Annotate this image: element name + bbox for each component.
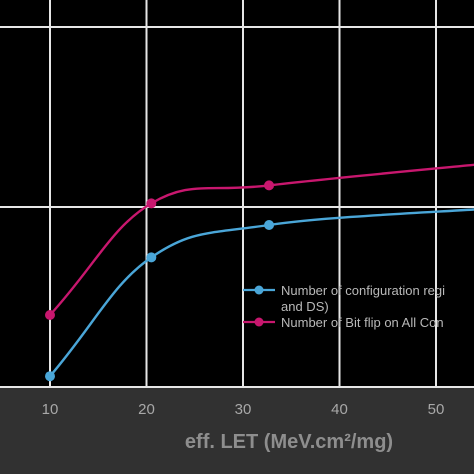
series-layer xyxy=(45,163,474,382)
series-line-1 xyxy=(49,208,474,377)
series-1-point-0 xyxy=(45,371,55,382)
x-tick-labels: 10 20 30 40 50 xyxy=(42,401,445,418)
series-line-2 xyxy=(49,163,474,316)
series-2-point-1 xyxy=(146,198,157,209)
legend-marker-series-1 xyxy=(254,285,264,295)
legend-marker-series-2 xyxy=(254,317,264,327)
x-tick-label-10: 10 xyxy=(42,401,59,418)
x-tick-label-20: 20 xyxy=(138,401,155,418)
x-tick-label-30: 30 xyxy=(235,401,252,418)
x-tick-label-40: 40 xyxy=(331,401,348,418)
x-axis-title: eff. LET (MeV.cm²/mg) xyxy=(185,431,393,453)
series-2-point-2 xyxy=(264,180,275,191)
x-tick-label-50: 50 xyxy=(428,401,445,418)
legend: Number of configuration regi and DS) Num… xyxy=(243,283,445,330)
grid-layer xyxy=(0,0,474,388)
series-1-point-2 xyxy=(264,220,275,230)
legend-label-series-2: Number of Bit flip on All Con xyxy=(281,315,444,330)
legend-label-series-1: Number of configuration regi xyxy=(281,283,445,298)
plot-area xyxy=(0,0,474,387)
series-1-point-1 xyxy=(146,252,157,263)
series-2-point-0 xyxy=(45,310,55,320)
legend-label-series-1-cont: and DS) xyxy=(281,299,329,314)
